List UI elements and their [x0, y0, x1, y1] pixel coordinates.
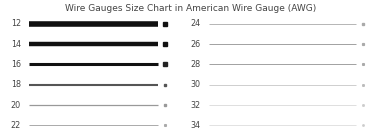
- Text: 30: 30: [190, 80, 200, 89]
- Text: 18: 18: [11, 80, 21, 89]
- Text: 34: 34: [190, 121, 200, 130]
- Text: 16: 16: [11, 60, 21, 69]
- Text: 14: 14: [11, 40, 21, 49]
- Text: 26: 26: [190, 40, 201, 49]
- Text: 20: 20: [11, 101, 21, 110]
- Text: 32: 32: [190, 101, 201, 110]
- Text: 28: 28: [190, 60, 201, 69]
- Text: 24: 24: [190, 19, 201, 28]
- Text: 12: 12: [11, 19, 21, 28]
- Text: Wire Gauges Size Chart in American Wire Gauge (AWG): Wire Gauges Size Chart in American Wire …: [65, 4, 316, 13]
- Text: 22: 22: [11, 121, 21, 130]
